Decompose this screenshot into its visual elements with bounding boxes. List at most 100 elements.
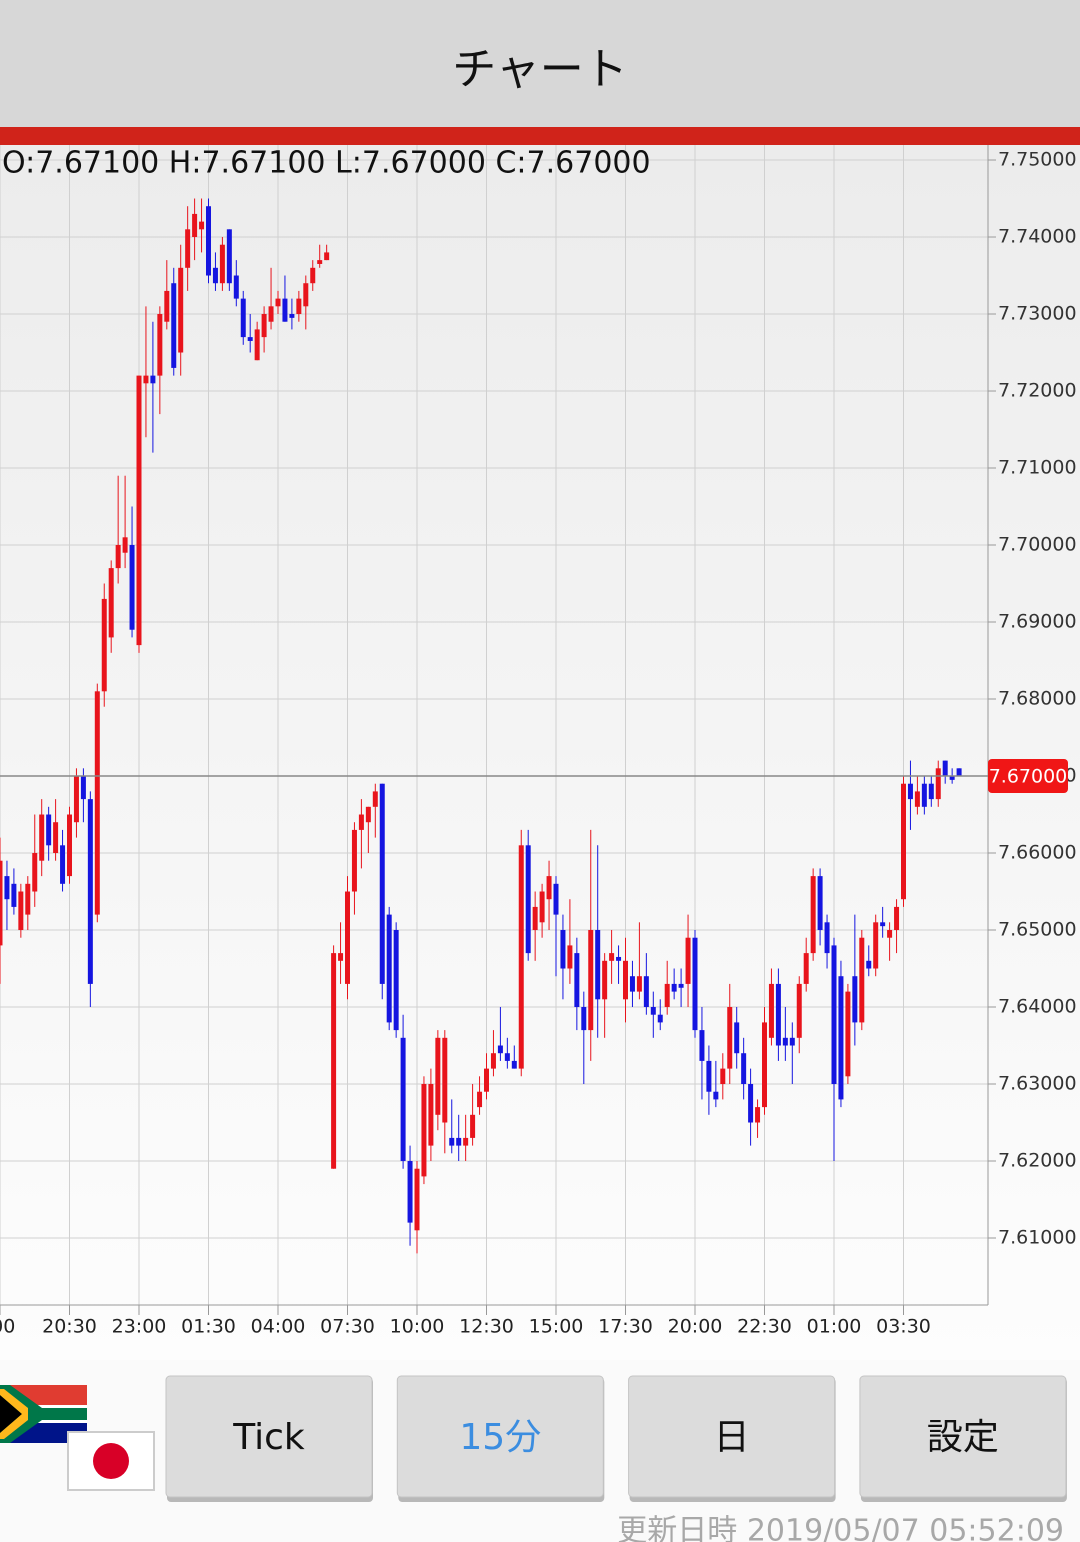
candle-body: [73, 776, 79, 823]
candle-body: [345, 891, 350, 984]
candle-body: [720, 1068, 726, 1085]
candle-body: [796, 983, 802, 1038]
y-tick-label: 7.70000: [998, 534, 1077, 556]
candle-body: [115, 545, 121, 569]
flag-za: [0, 1385, 87, 1443]
candle-body: [880, 922, 886, 927]
candle-body: [240, 298, 246, 338]
app-bar: [0, 0, 1080, 127]
candle-body: [762, 1022, 767, 1108]
candle-body: [324, 252, 330, 261]
y-tick-label: 7.61000: [998, 1227, 1077, 1249]
candle-body: [192, 213, 198, 238]
y-tick-label: 7.73000: [998, 303, 1077, 325]
candle-body: [560, 930, 566, 969]
x-tick-label: 01:30: [181, 1316, 236, 1338]
candle-body: [845, 991, 851, 1077]
candle-body: [713, 1091, 719, 1100]
currency-flags: [0, 1385, 155, 1491]
candle-body: [470, 1114, 476, 1138]
candle-body: [171, 283, 177, 368]
candle-body: [414, 1168, 420, 1231]
updated-time: 更新日時 2019/05/07 05:52:09: [617, 1514, 1064, 1542]
x-tick-label: 01:00: [807, 1316, 862, 1338]
x-tick-label: 15:00: [529, 1316, 584, 1338]
candle-body: [365, 806, 371, 823]
candle-body: [157, 314, 163, 376]
tab-button-face[interactable]: [859, 1375, 1067, 1498]
tab-button-face[interactable]: [396, 1375, 604, 1498]
tab-button-label[interactable]: Tick: [232, 1417, 305, 1458]
candle-body: [67, 814, 72, 877]
candle-body: [46, 814, 52, 846]
x-tick-label: 20:30: [42, 1316, 97, 1338]
candle-body: [393, 930, 399, 1031]
candle-body: [80, 776, 86, 800]
candle-body: [873, 922, 879, 969]
candle-body: [623, 960, 628, 1000]
candle-body: [782, 1037, 788, 1046]
candle-body: [775, 983, 781, 1046]
candle-body: [456, 1137, 462, 1146]
tab-button-face[interactable]: [165, 1375, 373, 1498]
candle-body: [574, 953, 580, 1008]
candle-body: [11, 883, 17, 907]
candle-body: [87, 799, 93, 984]
candle-body: [511, 1060, 517, 1069]
candle-body: [588, 930, 594, 1031]
candle-body: [25, 883, 31, 915]
candle-body: [734, 1022, 740, 1054]
y-tick-label: 7.69000: [998, 611, 1077, 633]
tab-button-face[interactable]: [628, 1375, 836, 1498]
candle-body: [108, 568, 114, 638]
candle-body: [852, 976, 858, 1023]
candle-body: [539, 891, 545, 923]
candle-body: [449, 1137, 455, 1146]
candle-body: [824, 922, 830, 954]
candle-body: [372, 791, 378, 807]
y-tick-label: 7.64000: [998, 996, 1077, 1018]
candle-body: [748, 1084, 754, 1123]
x-tick-label: 22:30: [737, 1316, 792, 1338]
candle-body: [463, 1137, 469, 1146]
candle-body: [866, 960, 872, 969]
y-tick-label: 7.72000: [998, 380, 1077, 402]
tab-button-label[interactable]: 日: [714, 1417, 750, 1458]
candle-body: [400, 1037, 406, 1162]
candle-body: [122, 537, 128, 553]
candle-body: [595, 930, 601, 1000]
current-price-label: 7.67000: [989, 766, 1068, 788]
candle-body: [636, 976, 642, 992]
tab-button-label[interactable]: 設定: [927, 1417, 999, 1458]
candle-body: [386, 914, 392, 1023]
candle-body: [664, 983, 670, 1008]
x-tick-label: 04:00: [251, 1316, 306, 1338]
candle-body: [303, 283, 309, 307]
tab-button-label[interactable]: 15分: [459, 1417, 541, 1458]
candle-body: [289, 314, 295, 318]
candle-body: [101, 598, 107, 692]
candle-body: [53, 822, 59, 854]
y-tick-label: 7.62000: [998, 1150, 1077, 1172]
candle-body: [928, 783, 934, 800]
candle-body: [602, 960, 608, 1000]
candle-body: [616, 956, 622, 961]
candle-body: [338, 953, 344, 961]
candle-body: [532, 906, 538, 931]
candle-body: [894, 906, 900, 931]
candle-body: [164, 290, 170, 322]
candle-body: [838, 976, 844, 1100]
candle-body: [942, 760, 948, 777]
x-tick-label: 12:30: [459, 1316, 514, 1338]
candle-body: [268, 306, 274, 322]
candle-body: [817, 876, 823, 931]
candle-body: [442, 1037, 448, 1123]
axes: 7.61000 7.62000 7.63000 7.64000 7.65000 7.660…: [0, 149, 1077, 1338]
candle-body: [907, 783, 913, 800]
candle-body: [247, 337, 253, 341]
button-bar: Tick 15分 日 設定: [165, 1375, 1067, 1502]
candle-body: [261, 314, 267, 338]
x-tick-label: 17:30: [598, 1316, 653, 1338]
candle-body: [678, 983, 684, 988]
